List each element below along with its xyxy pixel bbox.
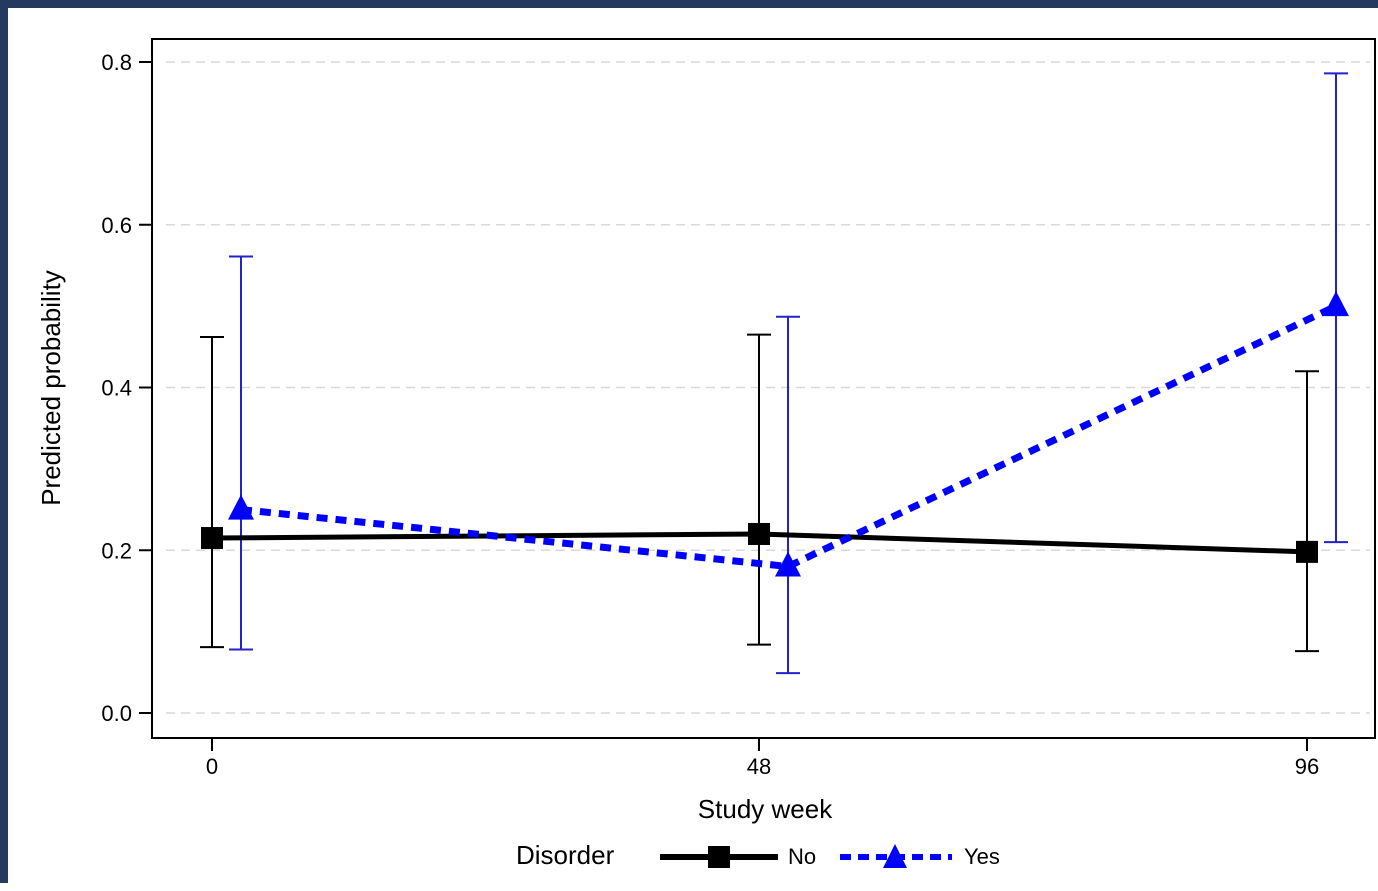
legend-label-no: No — [788, 844, 816, 869]
data-point-no — [748, 522, 770, 545]
x-tick-label: 96 — [1295, 754, 1319, 779]
line-chart: 0.0 0.2 0.4 0.6 0.8 0 48 96 Predicted probabil… — [36, 38, 1376, 870]
data-point-yes — [775, 551, 801, 577]
y-tick-label: 0.2 — [101, 538, 132, 563]
legend-marker-yes — [883, 844, 907, 868]
legend-label-yes: Yes — [964, 844, 1000, 869]
grid-lines — [166, 61, 1370, 714]
y-tick-label: 0.4 — [101, 376, 132, 401]
x-axis-title: Study week — [698, 794, 833, 824]
data-point-yes — [1323, 291, 1349, 317]
y-axis: 0.0 0.2 0.4 0.6 0.8 — [101, 50, 152, 726]
y-tick-label: 0.6 — [101, 213, 132, 238]
x-tick-label: 48 — [747, 754, 771, 779]
series-markers — [201, 291, 1349, 577]
legend-title: Disorder — [516, 840, 615, 870]
y-tick-label: 0.0 — [101, 701, 132, 726]
legend-marker-no — [708, 846, 730, 868]
legend: Disorder No Yes — [516, 840, 1000, 870]
x-tick-label: 0 — [206, 754, 218, 779]
y-axis-title: Predicted probability — [36, 270, 66, 506]
plot-area — [151, 38, 1376, 739]
data-point-yes — [228, 494, 254, 520]
series-line-yes — [240, 302, 1338, 571]
data-point-no — [1296, 540, 1318, 563]
x-axis: 0 48 96 — [206, 738, 1319, 779]
data-point-no — [201, 527, 223, 550]
y-tick-label: 0.8 — [101, 50, 132, 75]
